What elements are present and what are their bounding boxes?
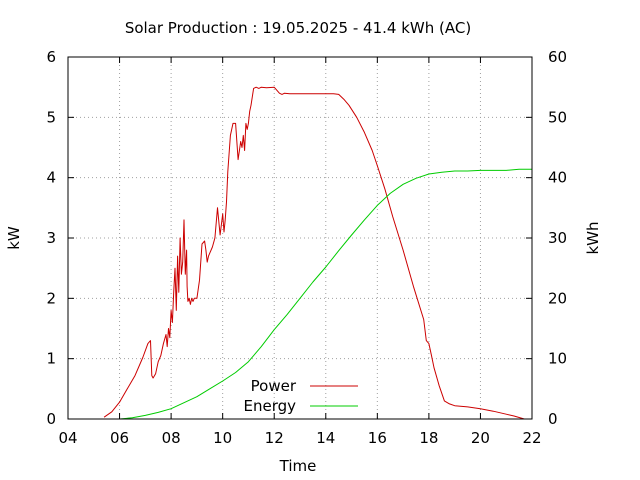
y-tick-label: 5	[46, 108, 56, 126]
legend-label-energy: Energy	[243, 397, 296, 415]
y2-axis-label: kWh	[584, 221, 602, 254]
x-tick-label: 10	[213, 429, 232, 447]
y2-tick-label: 30	[548, 229, 567, 247]
y2-tick-label: 50	[548, 108, 567, 126]
y-tick-label: 1	[46, 350, 56, 368]
series-layer	[103, 86, 532, 420]
y-tick-label: 4	[46, 169, 56, 187]
y-axis-label: kW	[5, 226, 23, 250]
y-tick-label: 2	[46, 289, 56, 307]
y2-tick-label: 60	[548, 48, 567, 66]
y-tick-label: 6	[46, 48, 56, 66]
grid-lines	[68, 57, 532, 419]
x-tick-label: 20	[471, 429, 490, 447]
y2-tick-labels: 0 10 20 30 40 50 60	[548, 48, 567, 428]
x-tick-label: 14	[316, 429, 335, 447]
legend: Power Energy	[243, 377, 358, 415]
y-tick-label: 3	[46, 229, 56, 247]
tick-marks	[67, 56, 533, 420]
x-tick-label: 22	[522, 429, 541, 447]
y2-tick-label: 40	[548, 169, 567, 187]
y2-tick-label: 0	[548, 410, 558, 428]
x-tick-label: 18	[419, 429, 438, 447]
series-line-energy	[119, 168, 532, 420]
y2-tick-label: 20	[548, 289, 567, 307]
legend-label-power: Power	[251, 377, 297, 395]
x-tick-label: 08	[162, 429, 181, 447]
y-tick-labels: 0 1 2 3 4 5 6	[46, 48, 56, 428]
x-tick-label: 12	[265, 429, 284, 447]
x-tick-label: 04	[58, 429, 77, 447]
x-axis-label: Time	[279, 457, 317, 475]
x-tick-labels: 04 06 08 10 12 14 16 18 20 22	[58, 429, 541, 447]
y2-tick-label: 10	[548, 350, 567, 368]
x-tick-label: 16	[368, 429, 387, 447]
x-tick-label: 06	[110, 429, 129, 447]
series-line-power	[103, 86, 525, 420]
chart-title: Solar Production : 19.05.2025 - 41.4 kWh…	[125, 19, 471, 37]
y-tick-label: 0	[46, 410, 56, 428]
